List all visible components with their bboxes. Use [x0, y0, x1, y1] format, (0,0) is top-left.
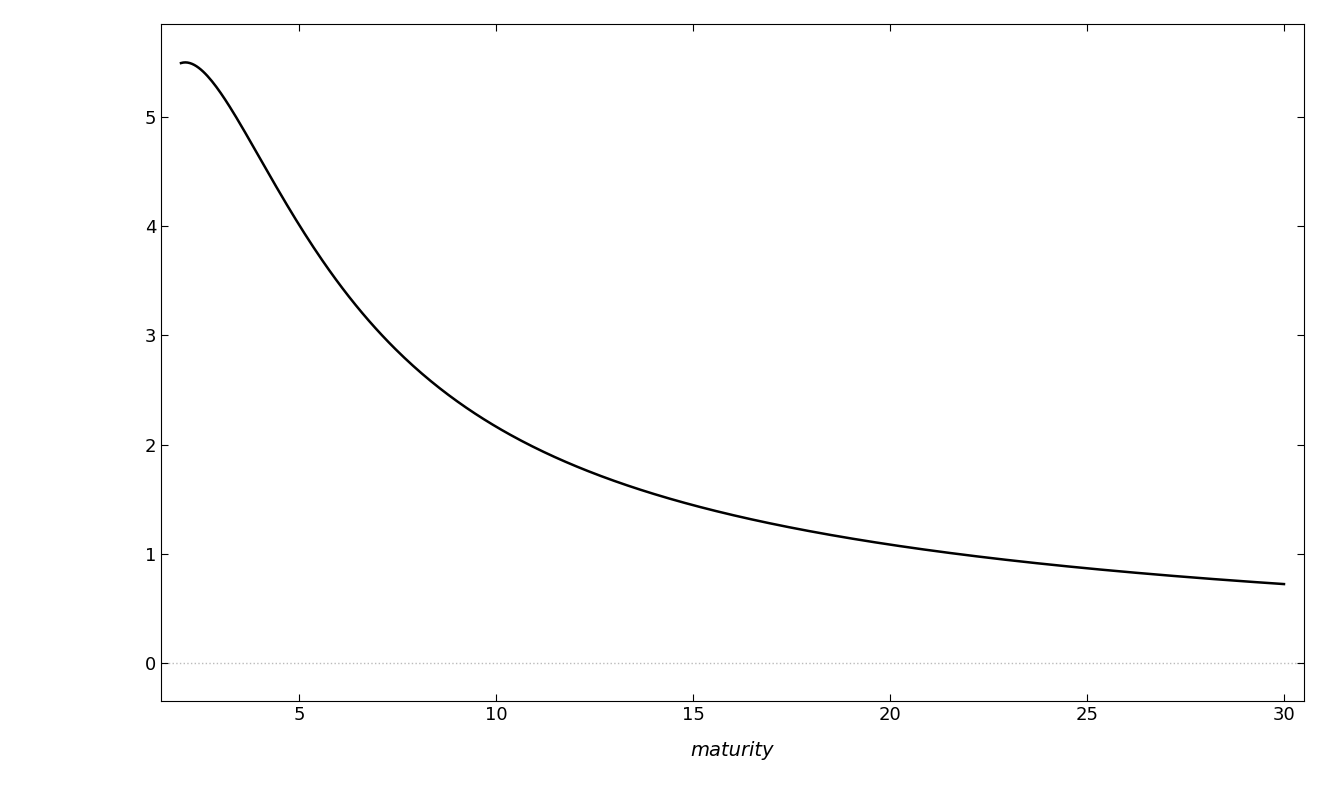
X-axis label: maturity: maturity [691, 741, 774, 760]
